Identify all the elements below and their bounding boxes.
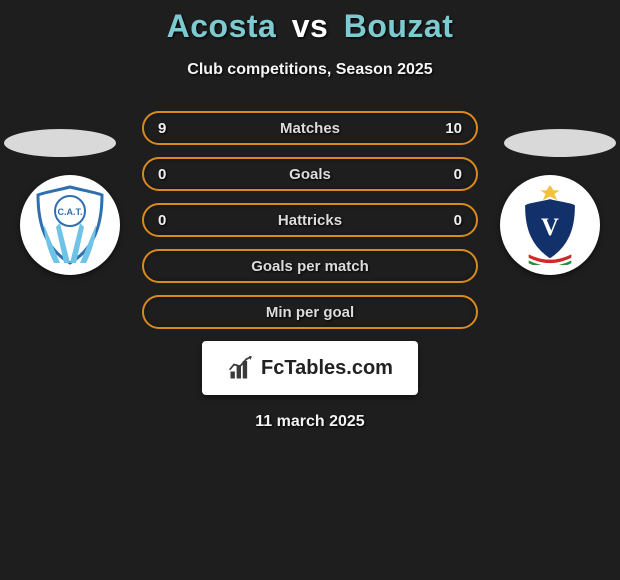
star-icon <box>540 185 560 200</box>
chart-icon <box>227 354 255 382</box>
team-badge-left: C.A.T. <box>20 175 120 275</box>
team-badge-right: V <box>500 175 600 275</box>
stat-right-value: 0 <box>442 212 462 229</box>
stat-left-value: 0 <box>158 166 178 183</box>
stats-table: 9 Matches 10 0 Goals 0 0 Hattricks 0 Goa… <box>142 111 478 329</box>
content-region: C.A.T. V 9 Matches 10 0 Goals 0 0 Hattri… <box>0 111 620 431</box>
comparison-title: Acosta vs Bouzat <box>0 0 620 45</box>
stat-row-hattricks: 0 Hattricks 0 <box>142 203 478 237</box>
stat-row-matches: 9 Matches 10 <box>142 111 478 145</box>
player1-name: Acosta <box>167 8 277 44</box>
date-label: 11 march 2025 <box>0 413 620 431</box>
stat-right-value: 10 <box>442 120 462 137</box>
stat-row-goals-per-match: Goals per match <box>142 249 478 283</box>
shield-icon: V <box>514 185 586 265</box>
stat-label: Goals <box>289 166 331 183</box>
player2-name: Bouzat <box>344 8 454 44</box>
stat-row-min-per-goal: Min per goal <box>142 295 478 329</box>
brand-box: FcTables.com <box>202 341 418 395</box>
badge-text-left: C.A.T. <box>57 207 82 217</box>
player1-ellipse <box>4 129 116 157</box>
stat-left-value: 0 <box>158 212 178 229</box>
stat-row-goals: 0 Goals 0 <box>142 157 478 191</box>
stat-label: Goals per match <box>251 258 369 275</box>
vs-label: vs <box>292 8 329 44</box>
stat-label: Hattricks <box>278 212 342 229</box>
stat-label: Matches <box>280 120 340 137</box>
shield-icon: C.A.T. <box>34 185 106 265</box>
brand-text: FcTables.com <box>261 357 393 380</box>
subtitle: Club competitions, Season 2025 <box>0 61 620 79</box>
stat-label: Min per goal <box>266 304 354 321</box>
badge-v: V <box>541 214 559 241</box>
stat-left-value: 9 <box>158 120 178 137</box>
player2-ellipse <box>504 129 616 157</box>
stat-right-value: 0 <box>442 166 462 183</box>
